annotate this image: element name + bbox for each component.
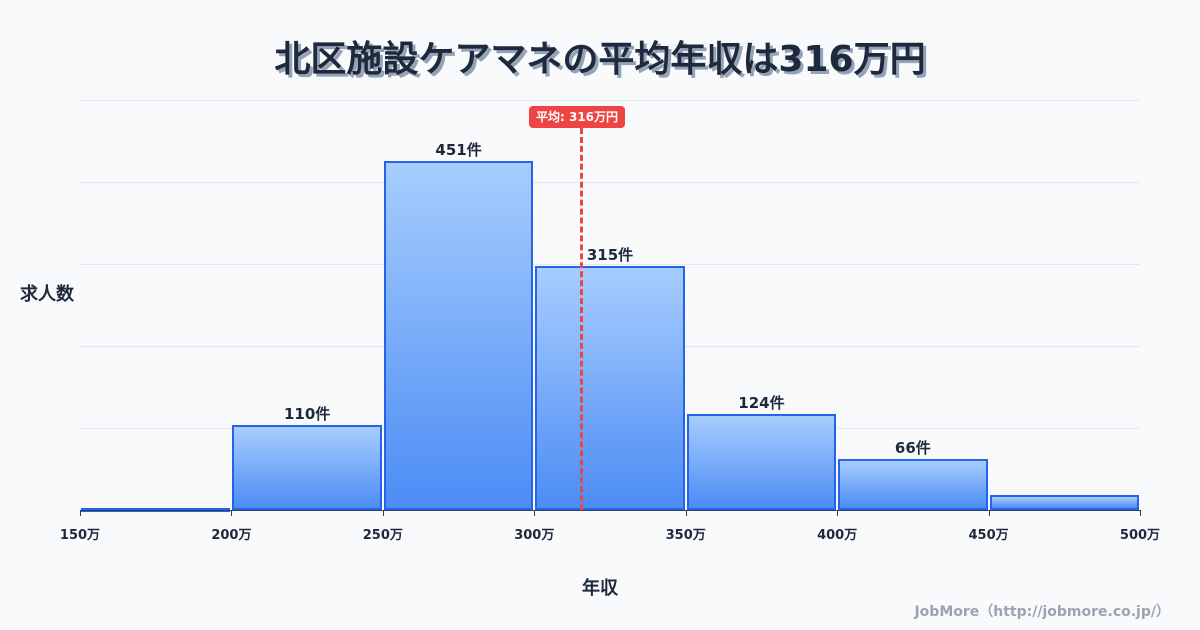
x-tick xyxy=(231,510,233,516)
mean-badge: 平均: 316万円 xyxy=(529,106,626,128)
x-tick xyxy=(837,510,839,516)
bar-value-label: 110件 xyxy=(283,404,331,423)
gridline xyxy=(80,264,1140,265)
gridline xyxy=(80,182,1140,183)
x-tick-label: 250万 xyxy=(362,528,403,543)
mean-line xyxy=(580,128,583,510)
x-tick-label: 500万 xyxy=(1119,528,1161,543)
x-tick-label: 450万 xyxy=(968,528,1009,543)
histogram-bar xyxy=(989,494,1139,510)
gridline xyxy=(80,100,1140,101)
x-tick xyxy=(534,510,536,516)
histogram-bar xyxy=(383,161,534,510)
x-tick-label: 400万 xyxy=(817,528,858,543)
x-tick-label: 150万 xyxy=(59,528,101,543)
x-tick-label: 350万 xyxy=(665,528,706,543)
bar-value-label: 66件 xyxy=(894,438,931,457)
chart-title: 北区施設ケアマネの平均年収は316万円 xyxy=(274,39,926,80)
x-axis-label: 年収 xyxy=(582,578,618,599)
bar-value-label: 451件 xyxy=(435,141,482,160)
bar-value-label: 124件 xyxy=(738,394,785,413)
histogram-bar xyxy=(686,414,837,510)
x-tick xyxy=(988,510,990,516)
x-tick xyxy=(1140,510,1141,516)
x-axis xyxy=(80,510,1140,511)
x-tick xyxy=(685,510,687,516)
histogram-bar xyxy=(535,266,685,510)
x-tick xyxy=(382,510,384,516)
source-credit: JobMore（http://jobmore.co.jp/） xyxy=(914,604,1170,620)
y-axis-label: 求人数 xyxy=(20,284,74,305)
x-tick-label: 200万 xyxy=(211,528,252,543)
histogram-bar xyxy=(232,424,382,510)
x-tick-label: 300万 xyxy=(514,528,555,543)
x-tick xyxy=(80,510,81,516)
histogram-bar xyxy=(838,458,988,510)
bar-value-label: 315件 xyxy=(586,246,634,265)
